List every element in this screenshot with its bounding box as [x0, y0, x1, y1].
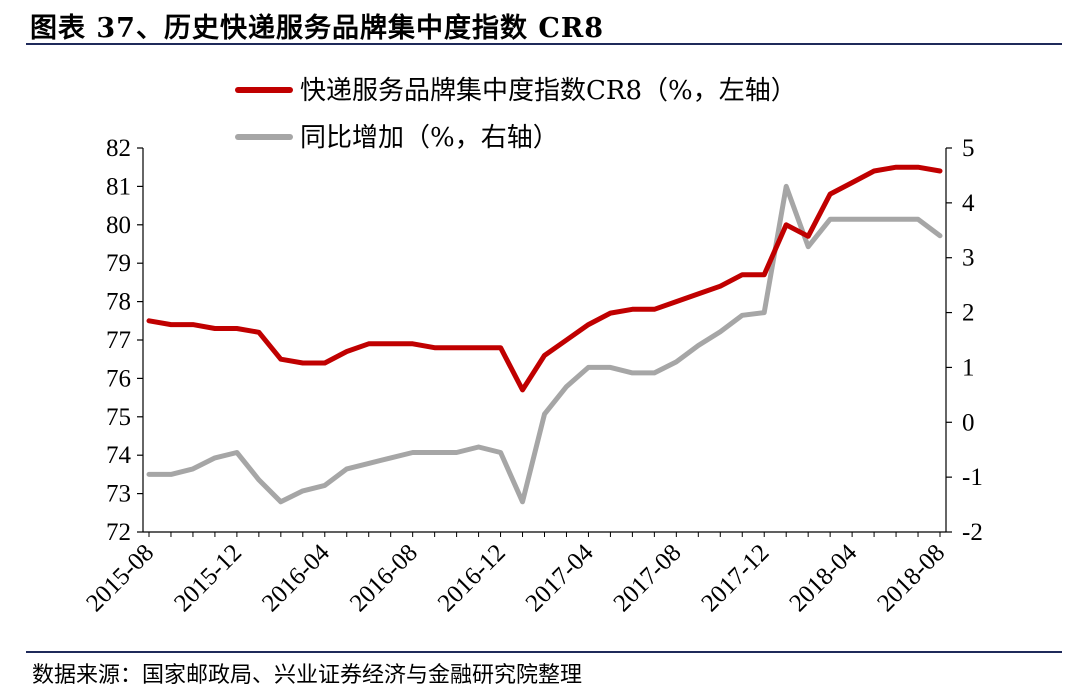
y-left-tick-label: 78 — [106, 289, 131, 316]
source-divider — [26, 651, 1062, 653]
y-left-tick-label: 82 — [106, 135, 131, 162]
y-right-tick-label: 3 — [962, 245, 975, 272]
title-divider — [26, 43, 1062, 45]
y-right-tick-label: 4 — [962, 190, 975, 217]
y-right-tick-label: 0 — [962, 409, 975, 436]
y-right-tick-label: 5 — [962, 135, 975, 162]
y-left-tick-label: 79 — [106, 250, 131, 277]
chart-series — [146, 164, 943, 505]
y-left-tick-label: 80 — [106, 212, 131, 239]
x-tick-label: 2018-04 — [784, 539, 862, 617]
x-tick-label: 2015-08 — [81, 539, 159, 617]
y-right-tick-label: 2 — [962, 300, 975, 327]
y-left-tick-label: 77 — [106, 327, 131, 354]
y-left-tick-label: 81 — [106, 173, 131, 200]
source-note: 数据来源：国家邮政局、兴业证券经济与金融研究院整理 — [32, 663, 583, 688]
x-tick-label: 2017-12 — [696, 539, 774, 617]
series-line-cr8 — [146, 164, 943, 393]
y-left-tick-label: 74 — [106, 442, 132, 469]
y-left-tick-label: 76 — [106, 365, 131, 392]
chart-legend: 快递服务品牌集中度指数CR8（%，左轴） 同比增加（%，右轴） — [235, 76, 797, 153]
x-tick-label: 2018-08 — [872, 539, 950, 617]
x-tick-label: 2016-12 — [433, 539, 511, 617]
x-tick-label: 2016-04 — [257, 539, 335, 617]
legend-label: 同比增加（%，右轴） — [300, 123, 559, 153]
x-tick-label: 2017-04 — [521, 539, 599, 617]
chart-title: 图表 37、历史快递服务品牌集中度指数 CR8 — [30, 13, 605, 44]
y-left-tick-label: 72 — [106, 519, 131, 546]
y-left-tick-label: 73 — [106, 481, 131, 508]
y-right-tick-label: -1 — [962, 464, 983, 491]
y-right-tick-label: 1 — [962, 354, 975, 381]
x-tick-label: 2017-08 — [609, 539, 687, 617]
legend-label: 快递服务品牌集中度指数CR8（%，左轴） — [300, 76, 797, 106]
y-right-tick-label: -2 — [962, 519, 983, 546]
x-tick-label: 2016-08 — [345, 539, 423, 617]
x-tick-label: 2015-12 — [169, 539, 247, 617]
series-line-yoy-change — [146, 183, 943, 505]
y-left-tick-label: 75 — [106, 404, 131, 431]
